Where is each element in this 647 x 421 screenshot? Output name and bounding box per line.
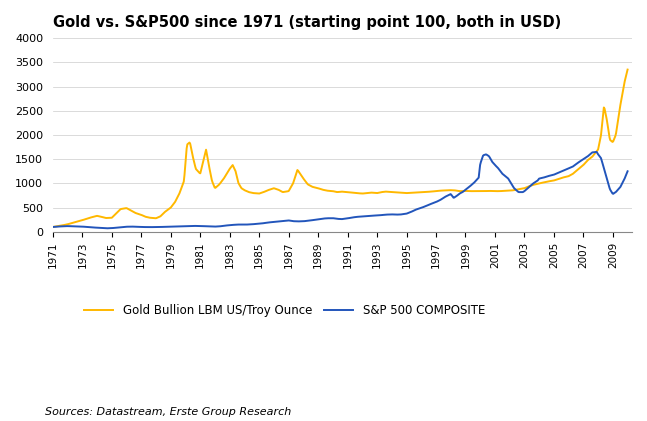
Gold Bullion LBM US/Troy Ounce bbox=[84, 216, 92, 221]
S&P 500 COMPOSITE bbox=[102, 226, 110, 231]
Line: Gold Bullion LBM US/Troy Ounce: Gold Bullion LBM US/Troy Ounce bbox=[53, 69, 628, 227]
Line: S&P 500 COMPOSITE: S&P 500 COMPOSITE bbox=[53, 152, 628, 228]
S&P 500 COMPOSITE bbox=[486, 155, 494, 160]
S&P 500 COMPOSITE bbox=[593, 149, 600, 155]
S&P 500 COMPOSITE bbox=[416, 206, 424, 211]
S&P 500 COMPOSITE bbox=[545, 173, 553, 179]
Gold Bullion LBM US/Troy Ounce bbox=[624, 67, 631, 72]
S&P 500 COMPOSITE bbox=[399, 212, 406, 217]
Text: Gold vs. S&P500 since 1971 (starting point 100, both in USD): Gold vs. S&P500 since 1971 (starting poi… bbox=[53, 15, 561, 30]
S&P 500 COMPOSITE bbox=[49, 224, 57, 229]
Gold Bullion LBM US/Troy Ounce bbox=[485, 188, 492, 193]
Text: Sources: Datastream, Erste Group Research: Sources: Datastream, Erste Group Researc… bbox=[45, 407, 292, 417]
Gold Bullion LBM US/Troy Ounce bbox=[49, 224, 57, 229]
S&P 500 COMPOSITE bbox=[624, 169, 631, 174]
S&P 500 COMPOSITE bbox=[384, 212, 391, 217]
Gold Bullion LBM US/Troy Ounce bbox=[383, 189, 391, 194]
S&P 500 COMPOSITE bbox=[84, 224, 92, 229]
Legend: Gold Bullion LBM US/Troy Ounce, S&P 500 COMPOSITE: Gold Bullion LBM US/Troy Ounce, S&P 500 … bbox=[79, 300, 490, 322]
Gold Bullion LBM US/Troy Ounce bbox=[398, 190, 406, 195]
Gold Bullion LBM US/Troy Ounce bbox=[544, 179, 552, 184]
Gold Bullion LBM US/Troy Ounce bbox=[415, 190, 423, 195]
